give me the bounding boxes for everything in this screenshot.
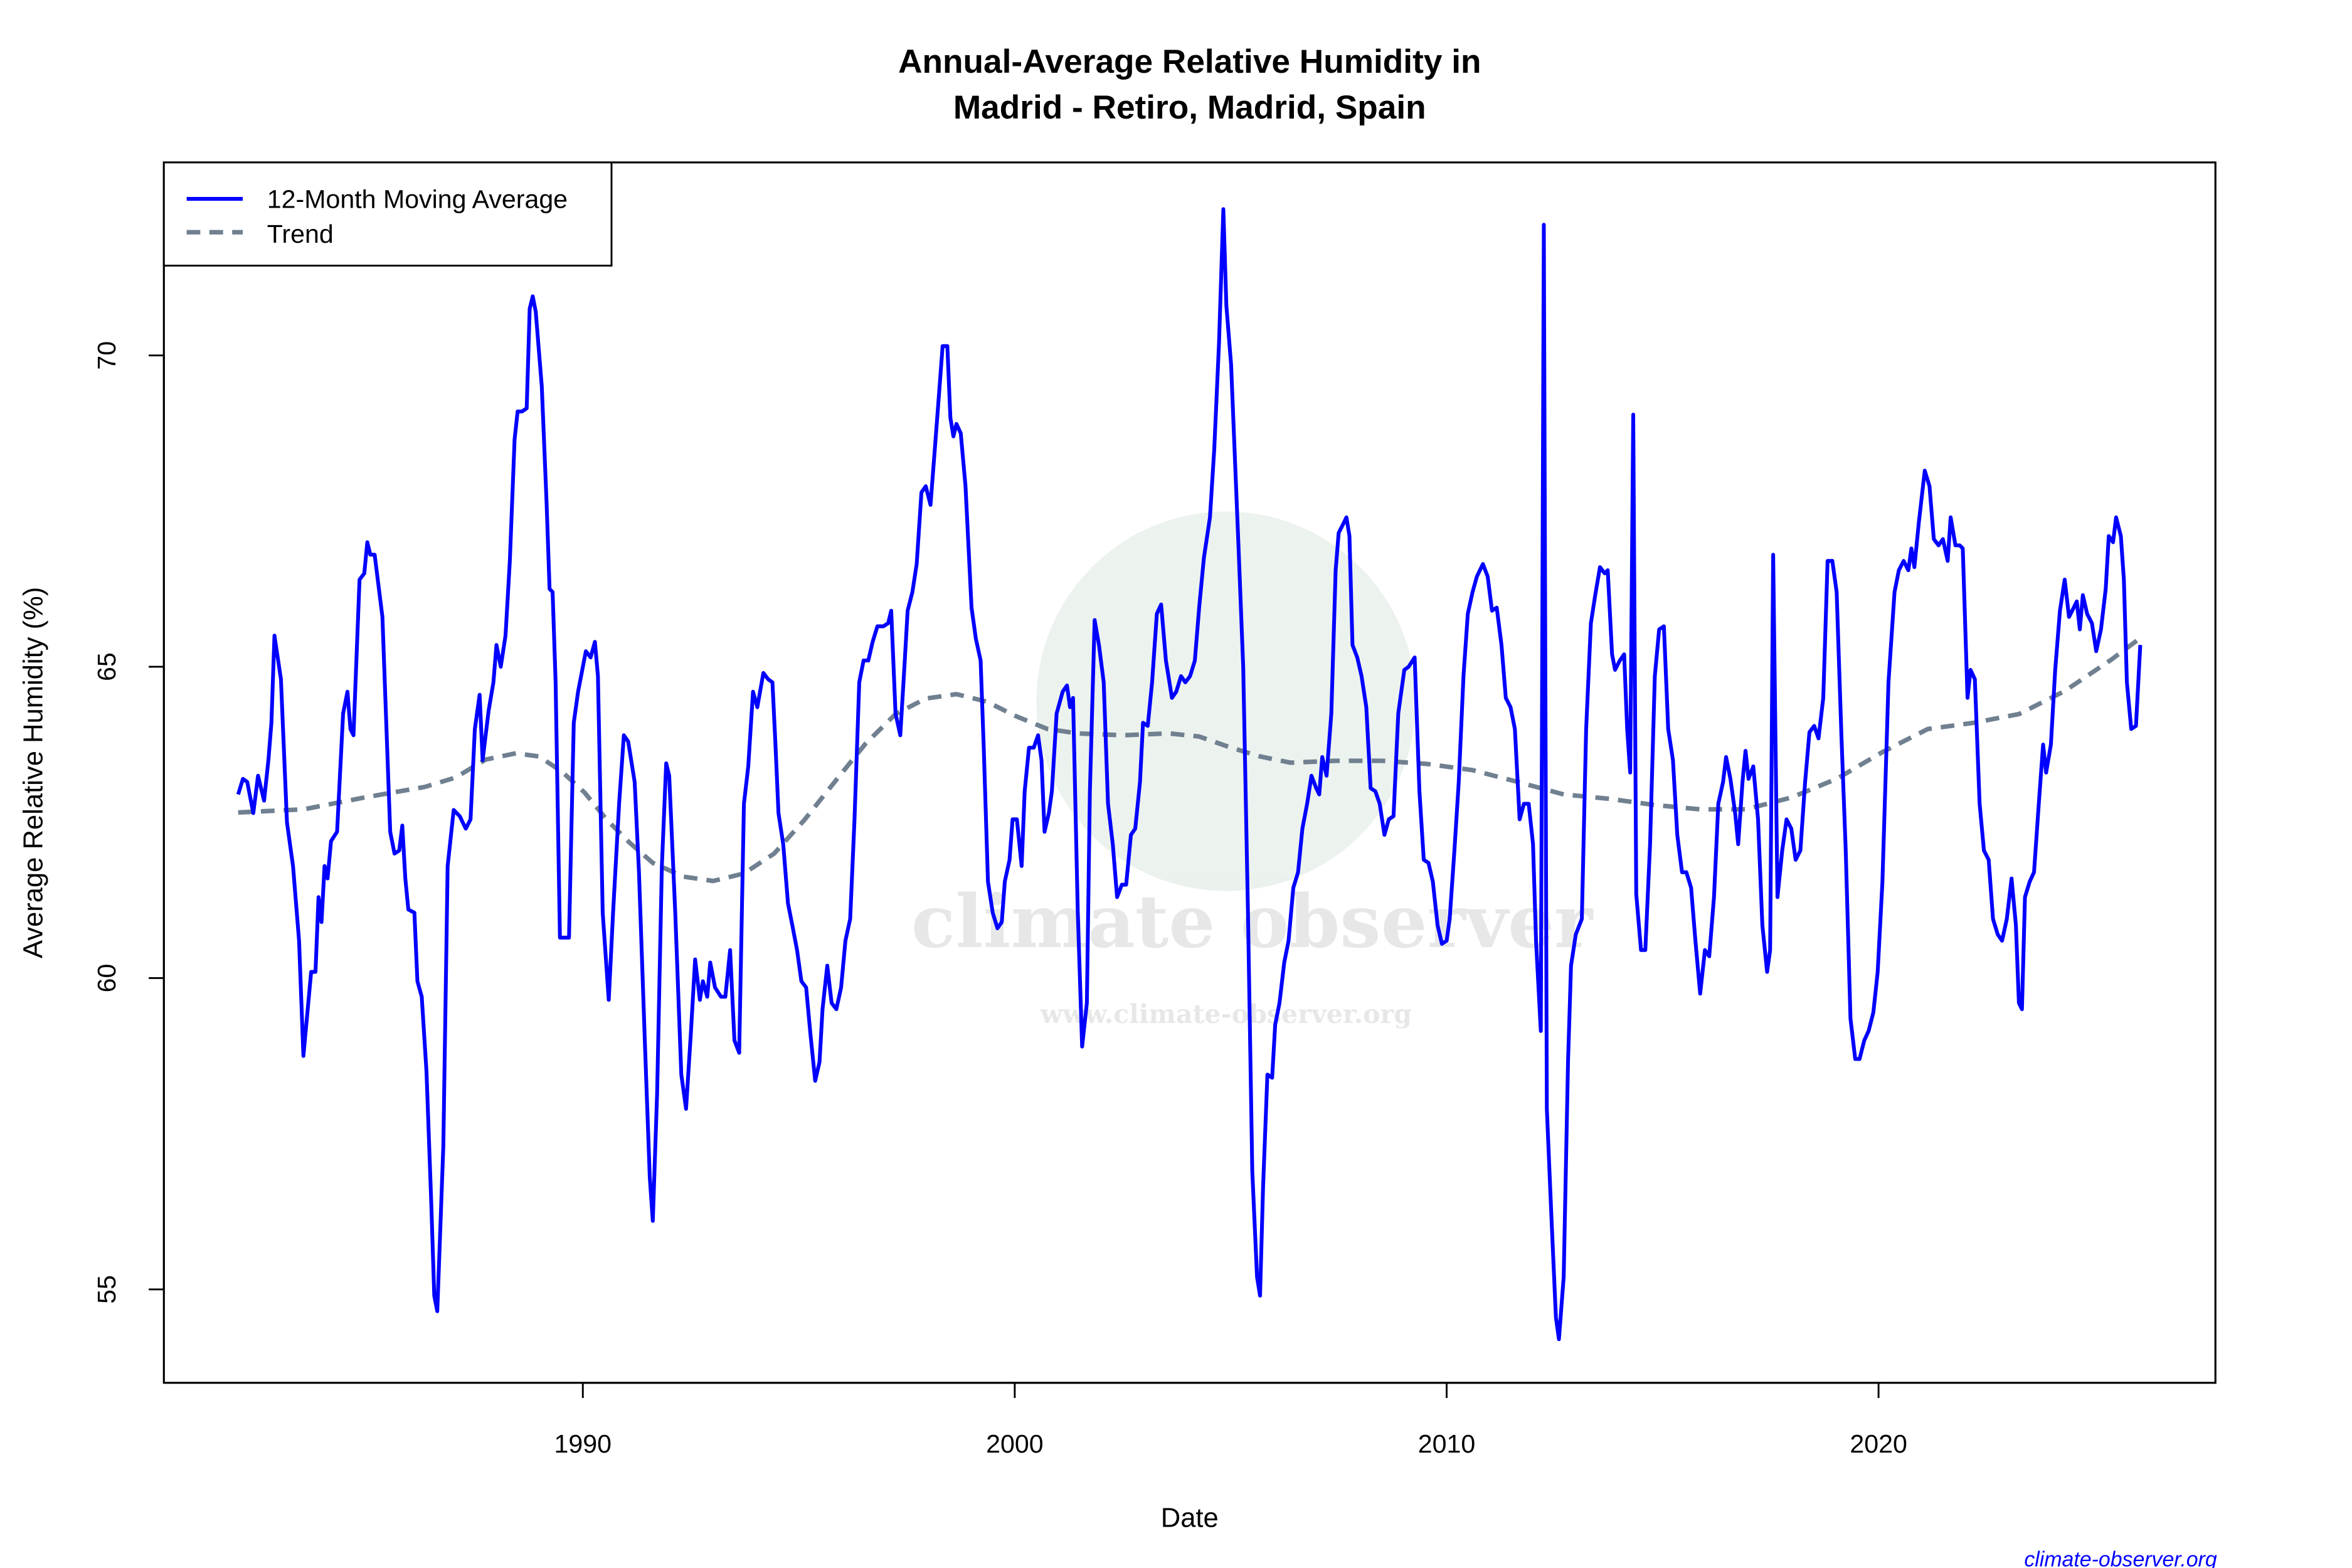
x-tick-label: 2020 [1850, 1429, 1907, 1458]
chart-subtitle: Madrid - Retiro, Madrid, Spain [953, 89, 1426, 126]
plot-frame [162, 161, 2217, 1384]
legend-label-moving-average: 12-Month Moving Average [267, 185, 568, 214]
legend-label-trend: Trend [267, 220, 334, 248]
watermark-name: climate observer [911, 879, 1594, 965]
y-tick-label: 65 [92, 652, 121, 681]
legend: 12-Month Moving Average Trend [162, 161, 613, 267]
watermark-logo: climate observer www.climate-observer.or… [911, 511, 1594, 1029]
x-axis-label: Date [1161, 1503, 1219, 1534]
x-tick-label: 1990 [554, 1429, 612, 1458]
moving-average-line [236, 207, 2143, 1342]
x-tick-label: 2000 [986, 1429, 1043, 1458]
chart-title: Annual-Average Relative Humidity in [898, 43, 1481, 80]
watermark-url: www.climate-observer.org [1040, 999, 1412, 1029]
legend-box [162, 161, 613, 267]
x-tick-label: 2010 [1418, 1429, 1475, 1458]
y-tick-label: 70 [92, 341, 121, 370]
series-layer [236, 207, 2143, 1342]
watermark-globe-icon [1036, 511, 1416, 891]
credit-link[interactable]: climate-observer.org [2024, 1548, 2217, 1568]
y-tick-label: 60 [92, 964, 121, 993]
y-axis-label: Average Relative Humidity (%) [19, 587, 49, 958]
y-tick-label: 55 [92, 1275, 121, 1304]
